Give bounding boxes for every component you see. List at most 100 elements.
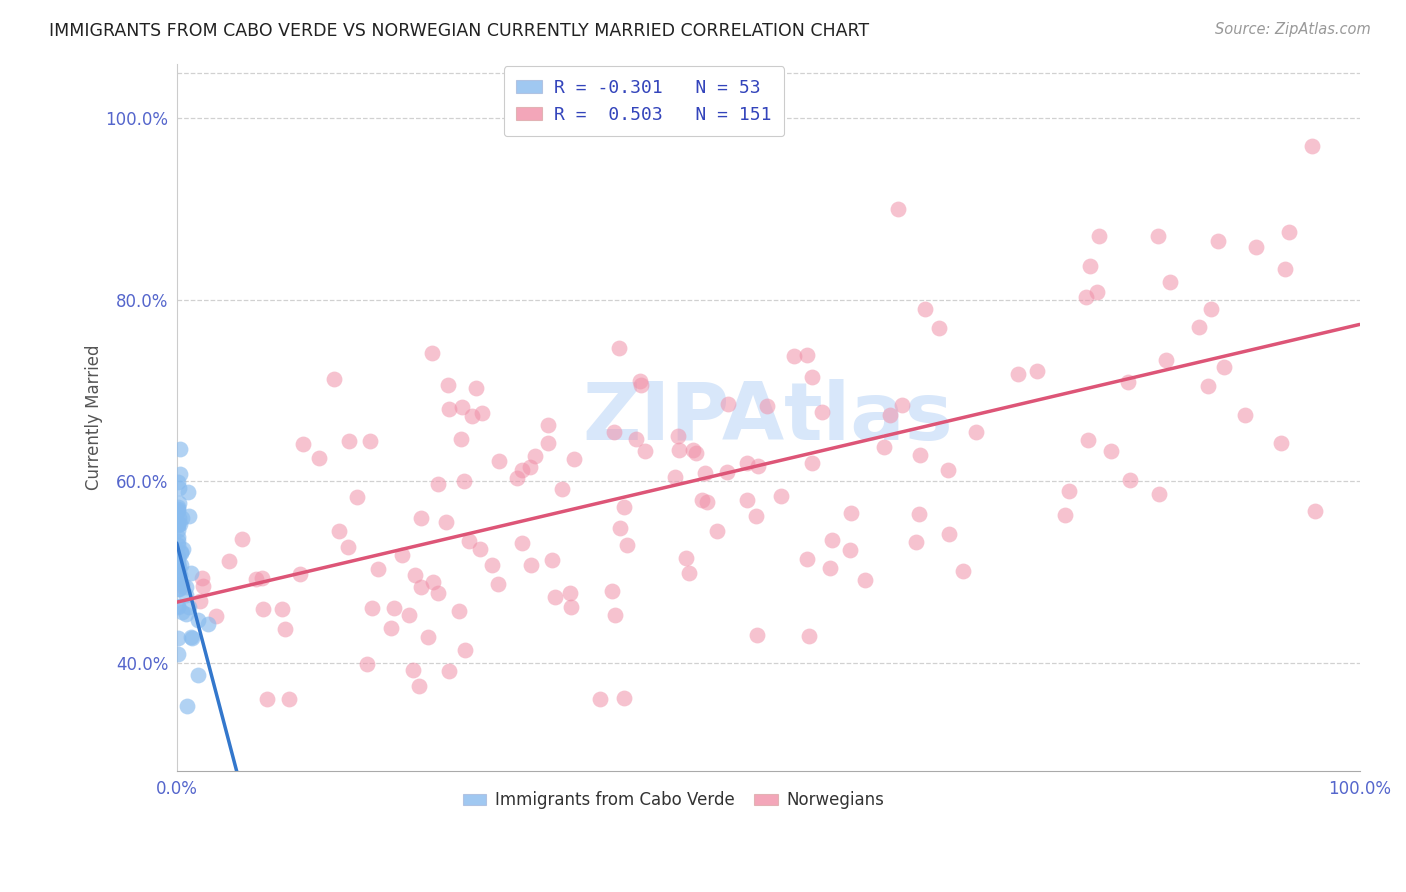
Point xyxy=(169,442,191,457)
Point xyxy=(1212,360,1234,375)
Point xyxy=(628,374,651,388)
Point xyxy=(167,600,190,615)
Point xyxy=(609,521,631,535)
Point xyxy=(745,508,768,523)
Point xyxy=(735,493,758,508)
Point xyxy=(367,562,389,576)
Point xyxy=(1147,229,1170,244)
Point xyxy=(197,617,219,632)
Point xyxy=(170,545,193,559)
Point xyxy=(607,341,630,355)
Point xyxy=(1206,234,1229,248)
Point xyxy=(928,320,950,334)
Point xyxy=(481,558,503,572)
Point xyxy=(634,443,657,458)
Point xyxy=(252,570,274,584)
Point xyxy=(800,370,823,384)
Point xyxy=(169,568,191,582)
Point xyxy=(630,377,652,392)
Point xyxy=(380,621,402,635)
Point xyxy=(468,541,491,556)
Point xyxy=(675,551,697,566)
Point xyxy=(1099,444,1122,458)
Point xyxy=(180,630,202,644)
Point xyxy=(453,475,475,489)
Point xyxy=(204,608,226,623)
Point xyxy=(391,548,413,562)
Point xyxy=(180,631,202,645)
Point xyxy=(1076,290,1098,304)
Point xyxy=(853,573,876,587)
Point xyxy=(936,463,959,477)
Point xyxy=(174,580,197,594)
Point xyxy=(382,601,405,615)
Point xyxy=(1270,436,1292,450)
Point xyxy=(404,568,426,582)
Point xyxy=(613,691,636,706)
Point xyxy=(409,511,432,525)
Point xyxy=(167,523,190,537)
Point xyxy=(167,582,190,597)
Point xyxy=(910,448,932,462)
Point xyxy=(821,533,844,548)
Point xyxy=(965,425,987,439)
Point xyxy=(810,405,832,419)
Point xyxy=(1244,240,1267,254)
Point xyxy=(180,566,202,581)
Point xyxy=(717,397,740,411)
Point xyxy=(360,600,382,615)
Point xyxy=(818,561,841,575)
Point xyxy=(188,594,211,608)
Point xyxy=(706,524,728,538)
Point xyxy=(231,532,253,546)
Point xyxy=(278,691,301,706)
Point xyxy=(488,454,510,468)
Point xyxy=(524,449,547,463)
Point xyxy=(167,517,190,532)
Point xyxy=(682,442,704,457)
Point xyxy=(337,434,360,449)
Point xyxy=(839,506,862,520)
Point xyxy=(1301,138,1323,153)
Point xyxy=(420,346,443,360)
Point xyxy=(436,378,458,392)
Point xyxy=(167,569,190,583)
Point xyxy=(170,545,193,559)
Point xyxy=(1277,225,1299,239)
Y-axis label: Currently Married: Currently Married xyxy=(86,345,103,491)
Point xyxy=(167,516,190,530)
Point xyxy=(439,402,461,417)
Point xyxy=(461,409,484,423)
Point xyxy=(427,586,450,600)
Point xyxy=(1156,353,1178,368)
Point xyxy=(169,467,191,482)
Point xyxy=(167,559,190,574)
Point xyxy=(167,538,190,552)
Point xyxy=(170,605,193,619)
Point xyxy=(167,533,190,548)
Point xyxy=(167,555,190,569)
Point xyxy=(359,434,381,448)
Point xyxy=(177,485,200,500)
Point xyxy=(486,577,509,591)
Point xyxy=(422,575,444,590)
Point xyxy=(167,599,190,614)
Point xyxy=(602,584,624,599)
Point xyxy=(1274,262,1296,277)
Point xyxy=(471,406,494,420)
Point xyxy=(1077,433,1099,447)
Point xyxy=(401,664,423,678)
Point xyxy=(167,475,190,490)
Point xyxy=(745,628,768,642)
Point xyxy=(172,577,194,591)
Point xyxy=(167,481,190,495)
Point xyxy=(167,504,190,518)
Point xyxy=(273,622,295,636)
Point xyxy=(603,607,626,622)
Point xyxy=(1026,364,1049,378)
Point xyxy=(537,418,560,433)
Point xyxy=(167,558,190,573)
Legend: Immigrants from Cabo Verde, Norwegians: Immigrants from Cabo Verde, Norwegians xyxy=(457,785,890,816)
Point xyxy=(1197,378,1219,392)
Point xyxy=(737,456,759,470)
